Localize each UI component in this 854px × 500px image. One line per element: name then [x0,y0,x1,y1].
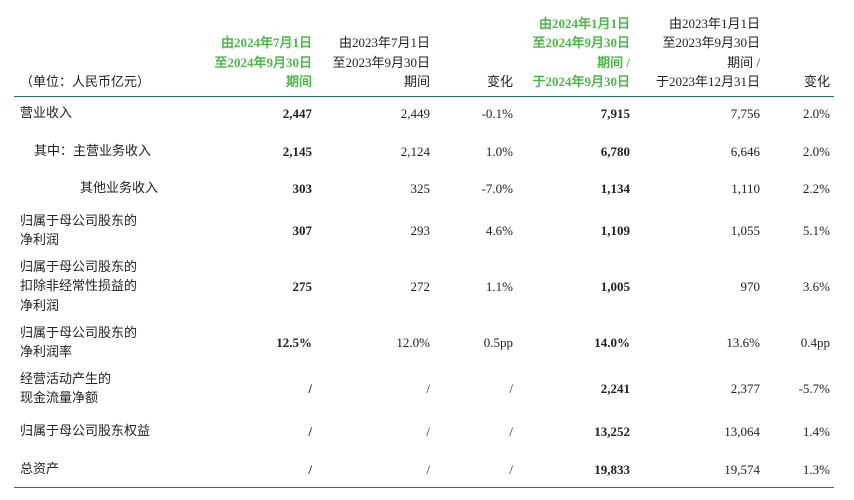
row-label: 净利润率 [20,344,73,359]
row-label: 净利润 [20,297,60,313]
cell-value: 7,915 [600,105,630,121]
cell-value: 307 [292,222,313,238]
cell-value: 2,377 [730,380,760,396]
cell-value: 3.6% [802,278,830,294]
cell-value: 1.0% [485,143,513,159]
cell-value: 2,124 [400,143,430,159]
cell-value: 1,005 [600,278,630,294]
cell-value: 1,110 [731,180,760,196]
column-header: 至2024年9月30日 [532,35,630,50]
column-header: 由2024年1月1日 [538,15,630,31]
row-label: 现金流量净额 [20,390,99,405]
cell-value: 14.0% [594,334,630,350]
row-label: 净利润 [20,232,60,247]
cell-value: / [308,423,312,439]
unit-label: （单位：人民币亿元） [20,74,151,89]
cell-value: / [426,423,430,439]
cell-value: / [426,461,430,477]
cell-value: 325 [410,180,431,196]
cell-value: 1,134 [600,180,630,196]
cell-value: 0.5pp [483,334,513,350]
cell-value: 272 [410,278,431,294]
cell-value: 6,646 [730,143,760,159]
cell-value: 19,833 [594,461,630,477]
cell-value: 13.6% [726,334,760,350]
column-header: 由2023年7月1日 [338,35,430,50]
cell-value: 1,109 [600,222,630,238]
row-label: 总资产 [20,461,60,477]
column-header: 于2024年9月30日 [532,74,630,89]
cell-value: / [509,423,513,439]
cell-value: 2,241 [600,380,630,396]
row-label: 归属于母公司股东的 [20,258,138,274]
cell-value: 5.1% [802,222,830,238]
cell-value: 293 [410,222,431,238]
cell-value: 1.4% [802,423,830,439]
cell-value: / [509,380,513,396]
cell-value: 4.6% [485,222,513,238]
row-label: 归属于母公司股东权益 [20,423,151,439]
column-header: 期间 / [727,54,760,70]
column-header: 至2024年9月30日 [214,54,312,70]
cell-value: 7,756 [730,105,760,121]
cell-value: 13,252 [594,423,630,439]
cell-value: / [308,380,312,396]
cell-value: 12.0% [396,334,430,350]
column-header: 变化 [803,74,830,89]
column-header: 由2024年7月1日 [220,35,312,50]
cell-value: 19,574 [724,461,760,477]
row-label: 其中：主营业务收入 [34,143,152,159]
cell-value: 0.4pp [800,334,830,350]
cell-value: -7.0% [481,180,513,196]
cell-value: 2.0% [802,105,830,121]
bottom-rule [14,487,834,488]
row-label: 归属于母公司股东的 [20,324,138,340]
row-label: 其他业务收入 [80,180,159,196]
column-header: 由2023年1月1日 [668,15,760,31]
cell-value: 1,055 [730,222,760,238]
cell-value: -0.1% [481,105,513,121]
cell-value: 6,780 [600,143,630,159]
column-header: 变化 [486,74,513,89]
row-label: 经营活动产生的 [20,370,112,386]
cell-value: 2,449 [400,105,430,121]
cell-value: 2,447 [282,105,312,121]
row-label: 营业收入 [20,105,73,121]
cell-value: 1.3% [802,461,830,477]
cell-value: 2,145 [282,143,312,159]
cell-value: 970 [740,278,761,294]
cell-value: 303 [292,180,313,196]
cell-value: 13,064 [724,423,760,439]
row-label: 归属于母公司股东的 [20,212,138,228]
header-rule [14,96,834,97]
cell-value: 12.5% [276,334,312,350]
row-label: 扣除非经常性损益的 [20,278,138,294]
cell-value: 2.2% [802,180,830,196]
cell-value: 1.1% [485,278,513,294]
cell-value: 275 [292,278,313,294]
column-header: 期间 [285,74,312,89]
cell-value: / [509,461,513,477]
column-header: 于2023年12月31日 [655,74,760,89]
column-header: 期间 / [597,54,630,70]
column-header: 至2023年9月30日 [332,54,430,70]
cell-value: -5.7% [798,380,830,396]
cell-value: 2.0% [802,143,830,159]
column-header: 期间 [403,74,430,89]
column-header: 至2023年9月30日 [662,35,760,50]
cell-value: / [426,380,430,396]
cell-value: / [308,461,312,477]
